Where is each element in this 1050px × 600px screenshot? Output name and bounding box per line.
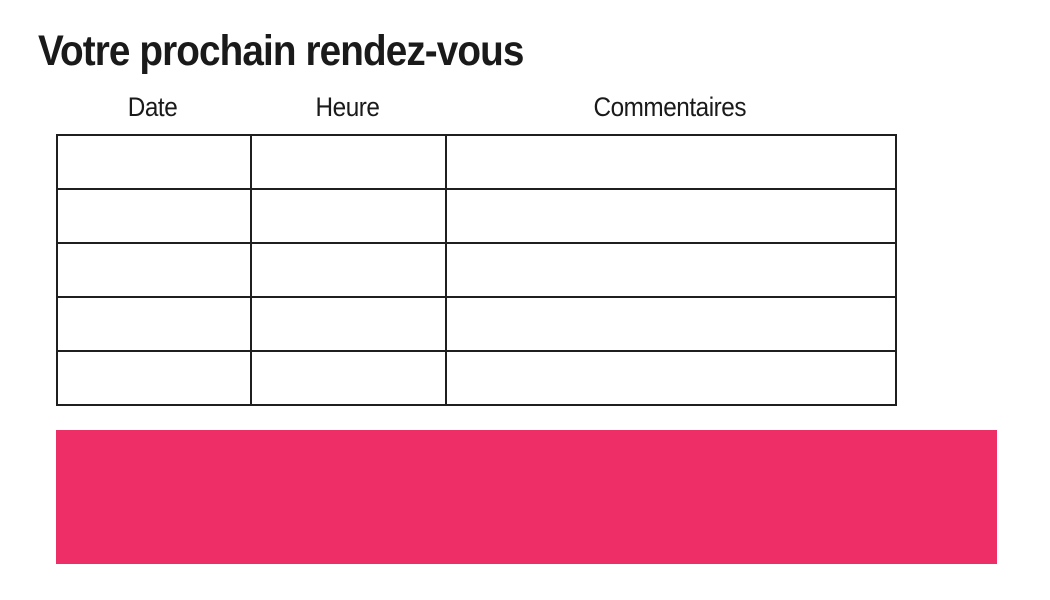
table-column-headers: Date Heure Commentaires — [56, 91, 895, 123]
table-cell — [250, 242, 447, 298]
table-row — [56, 242, 897, 298]
pink-banner — [56, 430, 997, 564]
column-header-date-cell: Date — [56, 91, 250, 123]
table-cell — [445, 188, 897, 244]
table-row — [56, 296, 897, 352]
table-cell — [56, 188, 252, 244]
table-cell — [250, 296, 447, 352]
table-cell — [56, 350, 252, 406]
table-cell — [445, 350, 897, 406]
table-cell — [56, 242, 252, 298]
column-header-commentaires-cell: Commentaires — [445, 91, 895, 123]
column-header-commentaires: Commentaires — [593, 92, 747, 122]
column-header-heure: Heure — [315, 92, 380, 122]
table-cell — [445, 296, 897, 352]
page-title: Votre prochain rendez-vous — [38, 27, 524, 75]
table-cell — [445, 134, 897, 190]
table-cell — [250, 134, 447, 190]
column-header-heure-cell: Heure — [250, 91, 445, 123]
column-header-date: Date — [128, 92, 178, 122]
table-row — [56, 350, 897, 406]
table-cell — [250, 188, 447, 244]
table-cell — [250, 350, 447, 406]
table-cell — [56, 134, 252, 190]
table-row — [56, 188, 897, 244]
appointments-table-body — [56, 134, 897, 406]
table-cell — [445, 242, 897, 298]
table-cell — [56, 296, 252, 352]
appointments-table — [56, 134, 897, 406]
table-row — [56, 134, 897, 190]
